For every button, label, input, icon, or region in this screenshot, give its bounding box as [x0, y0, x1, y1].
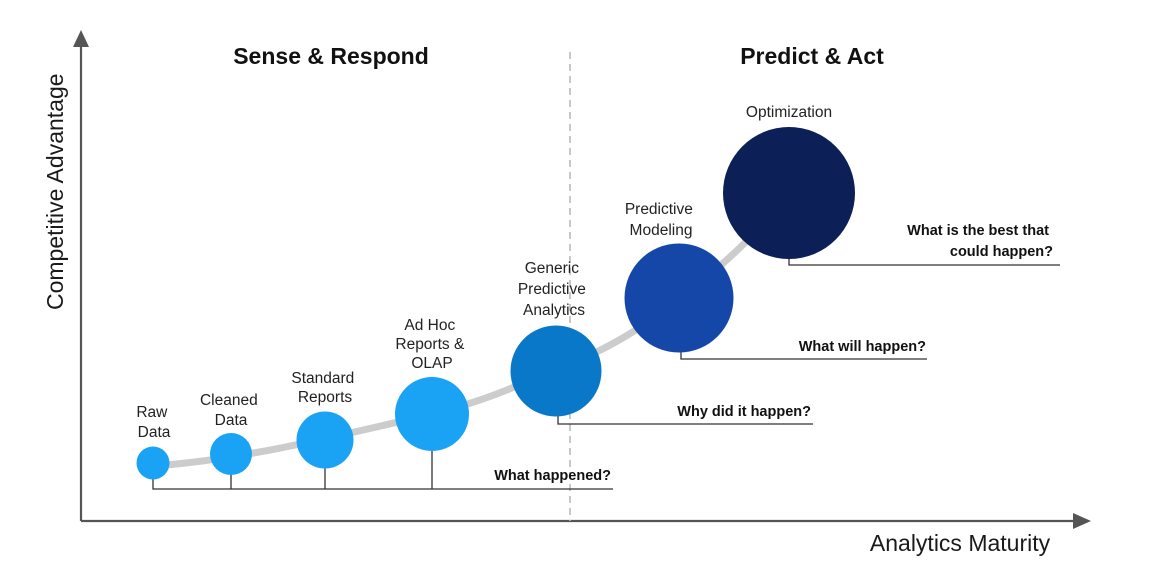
- y-axis-arrow: [73, 30, 89, 47]
- questions: What happened? Why did it happen? What w…: [494, 223, 1053, 484]
- x-axis-label: Analytics Maturity: [870, 530, 1051, 556]
- question-why-did-it-happen: Why did it happen?: [677, 404, 811, 420]
- stage-label-ad-hoc-reports-olap: Ad Hoc Reports & OLAP: [395, 317, 468, 372]
- question-best-that-could-happen: What is the best that could happen?: [907, 223, 1053, 260]
- y-axis-label: Competitive Advantage: [42, 73, 68, 310]
- section-title-predict-act: Predict & Act: [740, 43, 884, 69]
- section-title-sense-respond: Sense & Respond: [233, 43, 429, 69]
- stage-label-generic-predictive-analytics: Generic Predictive Analytics: [518, 260, 590, 319]
- bubble-raw-data: [136, 446, 170, 480]
- leader-best-that-could-happen: [788, 258, 1060, 266]
- question-what-happened: What happened?: [494, 468, 611, 484]
- leader-what-happened: [152, 479, 613, 490]
- leader-lines: [152, 258, 1060, 490]
- stage-label-optimization: Optimization: [746, 104, 832, 121]
- bubble-ad-hoc-reports-olap: [395, 377, 469, 451]
- x-axis-arrow: [1073, 513, 1091, 529]
- leader-why-did-it-happen: [557, 414, 813, 425]
- stage-label-predictive-modeling: Predictive Modeling: [625, 201, 697, 239]
- stage-bubbles: [136, 127, 855, 480]
- bubble-generic-predictive-analytics: [510, 325, 602, 417]
- stage-labels: Raw Data Cleaned Data Standard Reports A…: [136, 104, 832, 441]
- question-what-will-happen: What will happen?: [799, 339, 926, 355]
- bubble-predictive-modeling: [624, 243, 734, 353]
- stage-label-raw-data: Raw Data: [136, 404, 171, 441]
- bubble-cleaned-data: [210, 433, 252, 475]
- leader-what-will-happen: [680, 352, 927, 360]
- bubble-optimization: [723, 127, 855, 259]
- stage-label-standard-reports: Standard Reports: [291, 370, 358, 406]
- stage-label-cleaned-data: Cleaned Data: [200, 392, 262, 429]
- axes: [73, 30, 1091, 529]
- bubble-standard-reports: [296, 411, 354, 469]
